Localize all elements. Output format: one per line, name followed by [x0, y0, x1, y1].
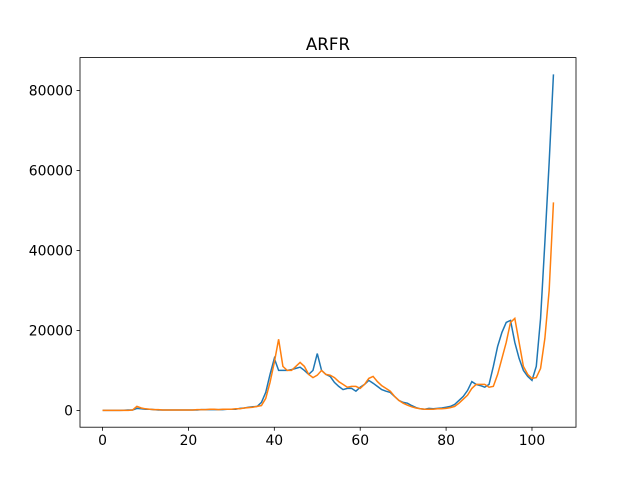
- y-tick-label: 20000: [29, 323, 73, 339]
- y-tick-label: 40000: [29, 243, 73, 259]
- y-tick-label: 80000: [29, 83, 73, 99]
- x-tick-label: 0: [98, 433, 107, 449]
- data-line: [102, 202, 555, 412]
- chart-title: ARFR: [306, 34, 351, 54]
- plot-frame: [79, 57, 577, 428]
- y-tick-label: 0: [64, 403, 73, 419]
- x-tick-label: 100: [519, 433, 546, 449]
- x-tick-label: 80: [437, 433, 455, 449]
- x-tick-label: 40: [265, 433, 283, 449]
- x-tick-label: 20: [180, 433, 198, 449]
- y-tick-label: 60000: [29, 163, 73, 179]
- x-tick-label: 60: [351, 433, 369, 449]
- data-line: [102, 74, 555, 412]
